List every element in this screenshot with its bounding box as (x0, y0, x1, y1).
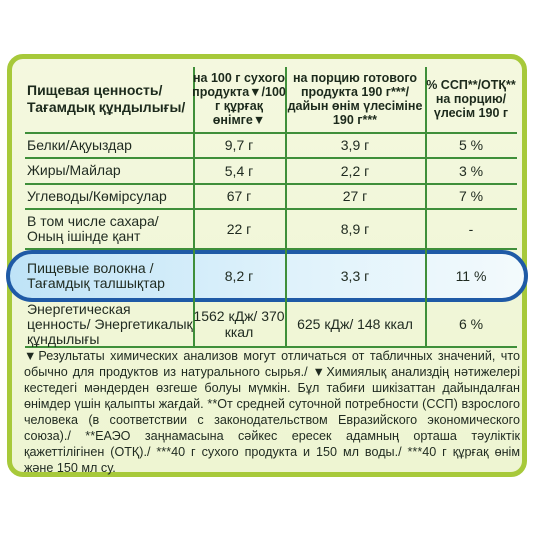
footnote: ▼Результаты химических анализов могут от… (24, 348, 520, 476)
row-label: Энергетическая ценность/ Энергетикалық қ… (27, 300, 193, 347)
row-label: В том числе сахара/ Оның ішінде қант (27, 212, 159, 244)
row-label: Углеводы/Көмірсулар (27, 187, 167, 204)
table-row: Энергетическая ценность/ Энергетикалық қ… (25, 300, 517, 347)
header-nutrient: Пищевая ценность/ Тағамдық құндылығы/ (27, 82, 186, 115)
col-divider (425, 302, 427, 346)
row-pct: 3 % (458, 162, 484, 179)
row-portion: 27 г (342, 188, 368, 204)
row-divider (25, 208, 517, 210)
col-divider (425, 67, 427, 312)
row-label: Белки/Ақуыздар (27, 136, 132, 153)
table-header: Пищевая ценность/ Тағамдық құндылығы/ на… (25, 67, 517, 131)
footnote-text: ▼Результаты химических анализов могут от… (24, 349, 520, 475)
row-divider (25, 183, 517, 185)
table-row: Белки/Ақуыздар 9,7 г 3,9 г 5 % (25, 133, 517, 157)
row-divider (25, 132, 517, 134)
row-per100: 1562 кДж/ 370 ккал (193, 308, 285, 340)
row-per100: 9,7 г (224, 137, 254, 153)
row-per100: 67 г (226, 188, 252, 204)
row-divider (25, 248, 517, 250)
row-portion: 625 кДж/ 148 ккал (297, 316, 413, 332)
row-divider (25, 157, 517, 159)
table-row: В том числе сахара/ Оның ішінде қант 22 … (25, 209, 517, 248)
row-per100: 5,4 г (224, 162, 254, 179)
row-pct: 11 % (455, 268, 487, 284)
table-row: Углеводы/Көмірсулар 67 г 27 г 7 % (25, 184, 517, 208)
header-per100: на 100 г сухого продукта▼/100 г құрғақ ө… (192, 71, 286, 127)
col-divider (193, 302, 195, 346)
row-label: Пищевые волокна / Тағамдық талшықтар (27, 260, 165, 291)
table-row-highlight: Пищевые волокна / Тағамдық талшықтар 8,2… (25, 254, 517, 298)
row-label: Жиры/Майлар (27, 162, 121, 178)
fiber-highlight (6, 250, 528, 302)
row-pct: 6 % (458, 316, 484, 332)
row-portion: 3,9 г (340, 137, 370, 153)
header-pct: % ССП**/ОТҚ** на порцию/ үлесім 190 г (426, 78, 516, 120)
row-divider (25, 346, 517, 348)
row-pct: 7 % (458, 188, 484, 204)
row-portion: 8,9 г (340, 220, 370, 237)
row-per100: 8,2 г (224, 268, 254, 284)
row-portion: 3,3 г (340, 268, 370, 284)
row-pct: 5 % (458, 137, 484, 153)
row-portion: 2,2 г (340, 162, 370, 179)
row-pct: - (468, 220, 474, 237)
col-divider (285, 67, 287, 312)
table-row: Жиры/Майлар 5,4 г 2,2 г 3 % (25, 158, 517, 183)
row-per100: 22 г (226, 220, 252, 237)
col-divider (193, 67, 195, 312)
col-divider (285, 302, 287, 346)
header-portion: на порцию готового продукта 190 г***/дай… (287, 71, 423, 127)
